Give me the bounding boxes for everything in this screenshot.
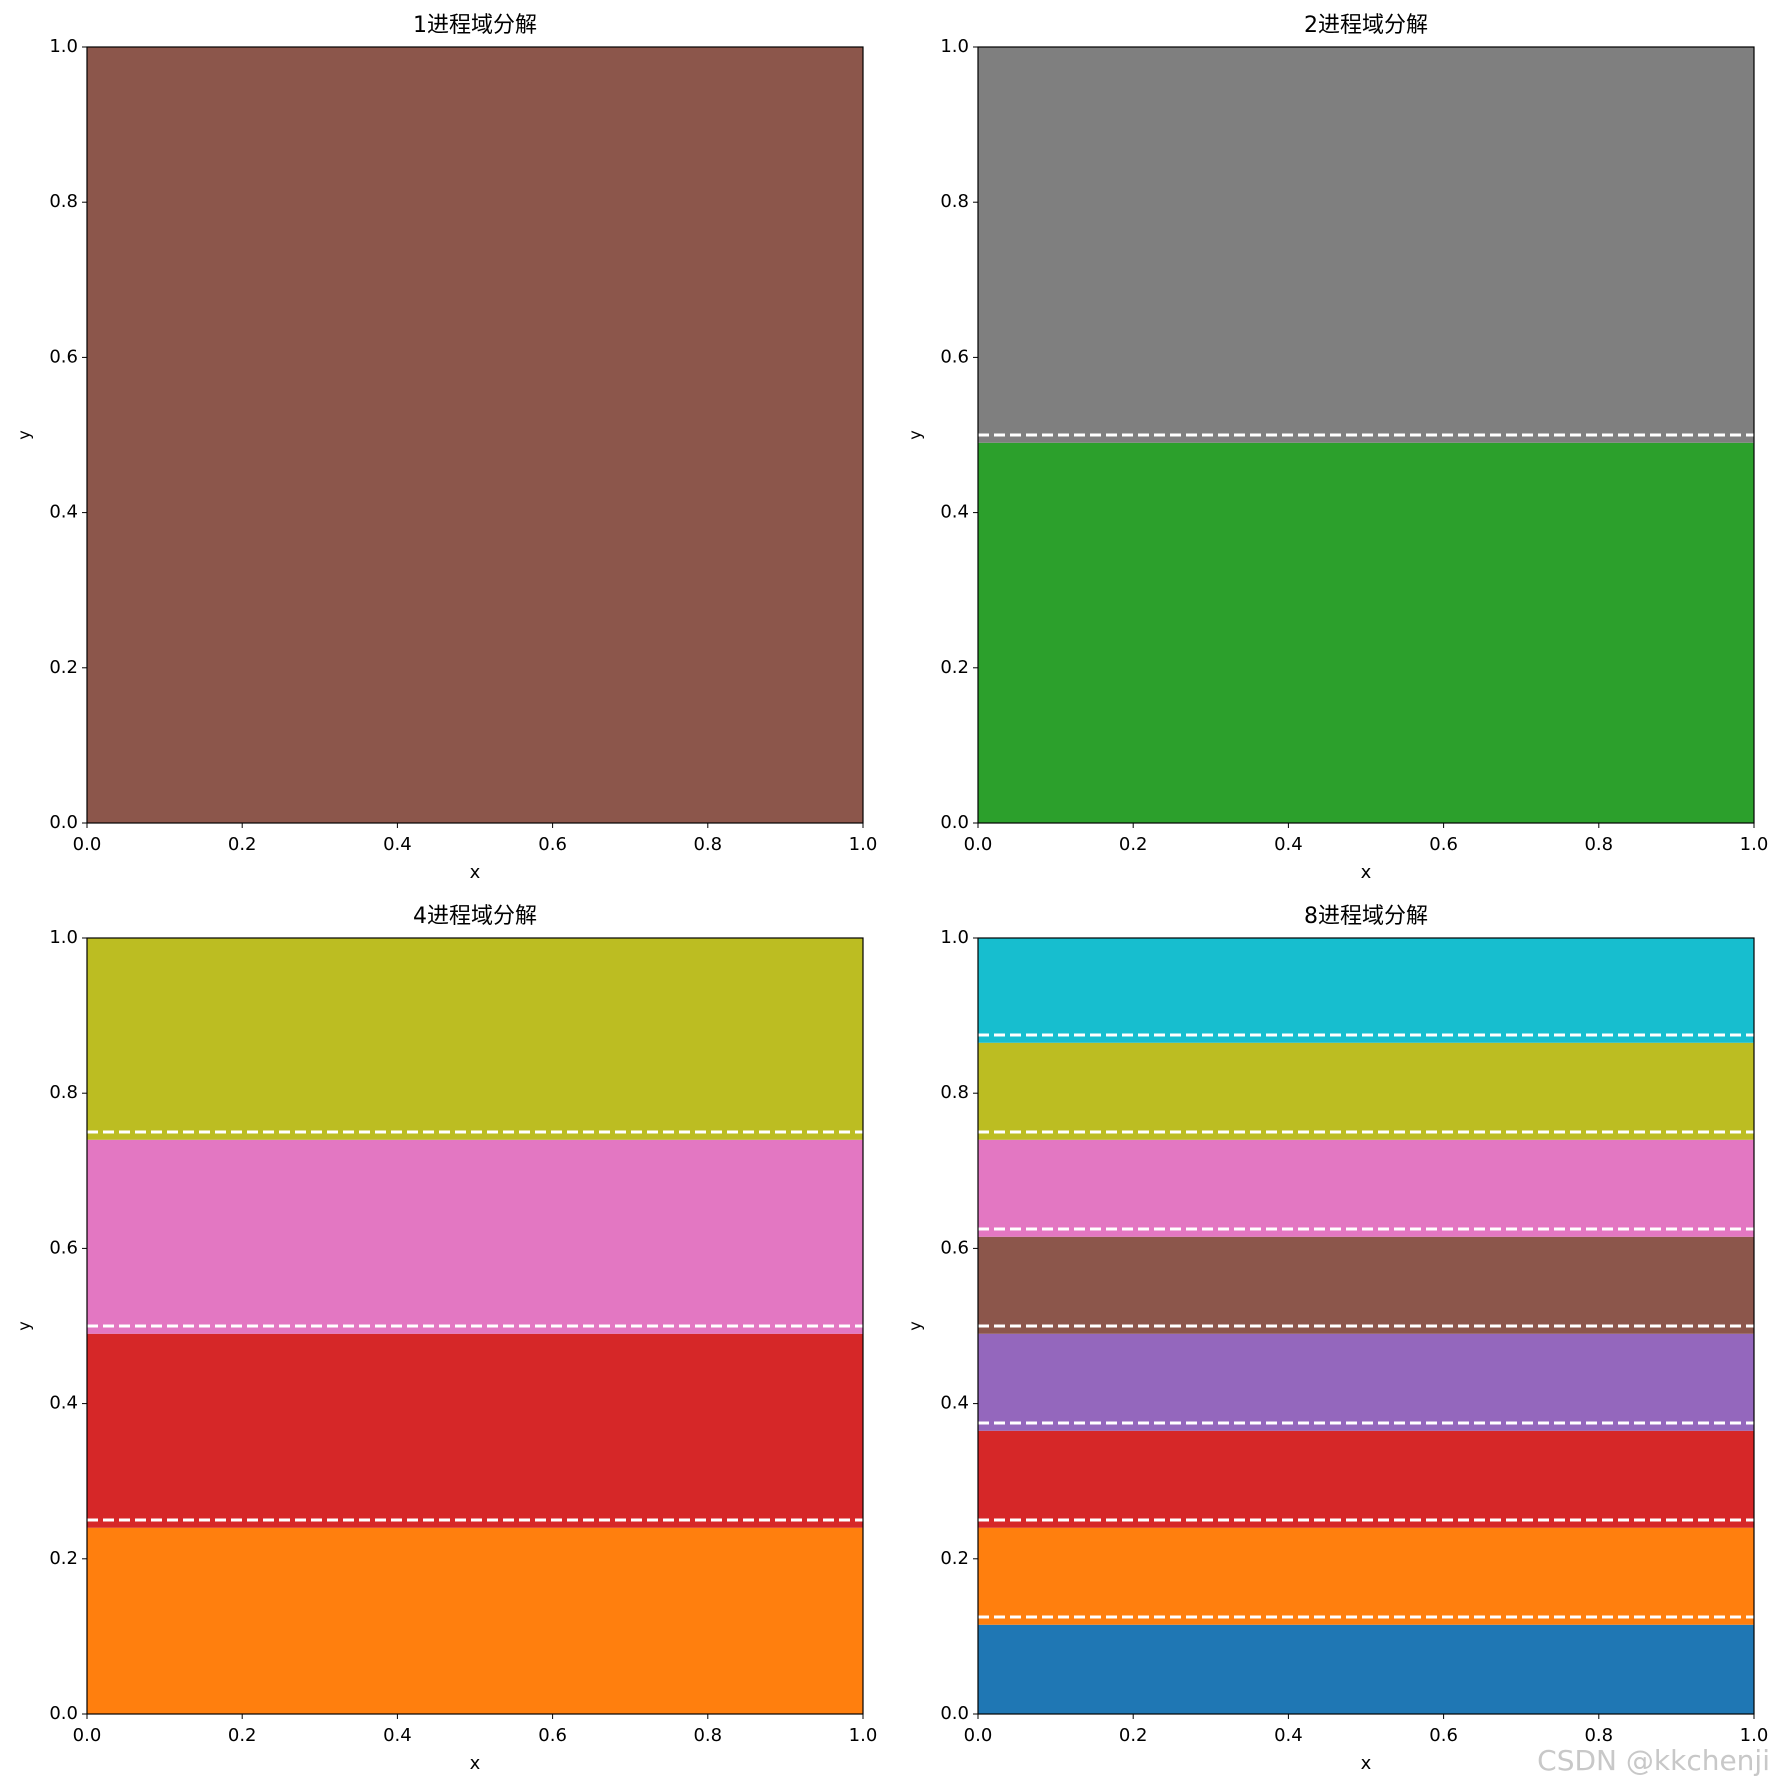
y-tick-label: 0.2 [49,657,78,678]
y-tick-label: 0.0 [49,812,78,833]
y-tick-label: 0.6 [940,346,969,367]
band [978,1042,1754,1140]
x-tick-label: 1.0 [1740,834,1769,855]
x-tick-label: 1.0 [849,834,878,855]
x-tick-label: 0.0 [964,834,993,855]
x-tick-label: 0.8 [693,1725,722,1746]
y-tick-label: 0.2 [940,1548,969,1569]
band [978,938,1754,1043]
y-tick-label: 0.2 [49,1548,78,1569]
y-tick-label: 0.8 [49,191,78,212]
y-tick-label: 0.0 [940,812,969,833]
x-tick-label: 0.4 [383,1725,412,1746]
x-axis-label: x [470,1753,481,1774]
y-tick-label: 0.4 [940,502,969,523]
y-tick-label: 0.0 [940,1703,969,1724]
x-tick-label: 0.2 [228,1725,257,1746]
chart-title: 8进程域分解 [1304,904,1428,929]
x-tick-label: 0.2 [1119,1725,1148,1746]
y-tick-label: 0.6 [49,346,78,367]
chart-title: 2进程域分解 [1304,13,1428,38]
y-axis-label: y [906,430,925,439]
y-tick-label: 1.0 [940,36,969,57]
x-tick-label: 0.2 [228,834,257,855]
x-tick-label: 0.6 [1429,1725,1458,1746]
x-tick-label: 0.8 [1584,834,1613,855]
band [978,1333,1754,1431]
band [978,47,1754,443]
band [978,1139,1754,1237]
x-tick-label: 0.8 [693,834,722,855]
y-tick-label: 1.0 [49,927,78,948]
y-tick-label: 0.4 [940,1393,969,1414]
y-tick-label: 0.4 [49,502,78,523]
x-tick-label: 1.0 [1740,1725,1769,1746]
band [978,1430,1754,1528]
band [978,1527,1754,1625]
y-tick-label: 0.8 [940,191,969,212]
axes-frame [977,937,1755,1715]
x-tick-label: 0.4 [1274,834,1303,855]
x-tick-label: 0.0 [964,1725,993,1746]
y-axis-label: y [15,430,34,439]
y-tick-label: 0.2 [940,657,969,678]
x-tick-label: 1.0 [849,1725,878,1746]
band [87,1139,863,1334]
y-axis-label: y [15,1321,34,1330]
axes-frame [86,937,864,1715]
y-tick-label: 0.8 [940,1082,969,1103]
x-tick-label: 0.4 [1274,1725,1303,1746]
x-tick-label: 0.8 [1584,1725,1613,1746]
chart-title: 1进程域分解 [413,13,537,38]
x-tick-label: 0.6 [538,1725,567,1746]
axes-frame [977,46,1755,824]
x-tick-label: 0.0 [73,1725,102,1746]
x-axis-label: x [1361,862,1372,883]
band [87,938,863,1140]
band [87,1527,863,1714]
y-tick-label: 1.0 [49,36,78,57]
x-tick-label: 0.6 [538,834,567,855]
y-tick-label: 1.0 [940,927,969,948]
x-axis-label: x [470,862,481,883]
y-tick-label: 0.4 [49,1393,78,1414]
y-axis-label: y [906,1321,925,1330]
watermark: CSDN @kkchenji [1537,1744,1770,1777]
band [87,47,863,823]
y-tick-label: 0.8 [49,1082,78,1103]
x-tick-label: 0.2 [1119,834,1148,855]
y-tick-label: 0.0 [49,1703,78,1724]
y-tick-label: 0.6 [49,1237,78,1258]
band [978,442,1754,823]
band [978,1624,1754,1714]
x-tick-label: 0.0 [73,834,102,855]
x-axis-label: x [1361,1753,1372,1774]
chart-title: 4进程域分解 [413,904,537,929]
axes-frame [86,46,864,824]
y-tick-label: 0.6 [940,1237,969,1258]
x-tick-label: 0.6 [1429,834,1458,855]
band [978,1236,1754,1334]
x-tick-label: 0.4 [383,834,412,855]
band [87,1333,863,1528]
